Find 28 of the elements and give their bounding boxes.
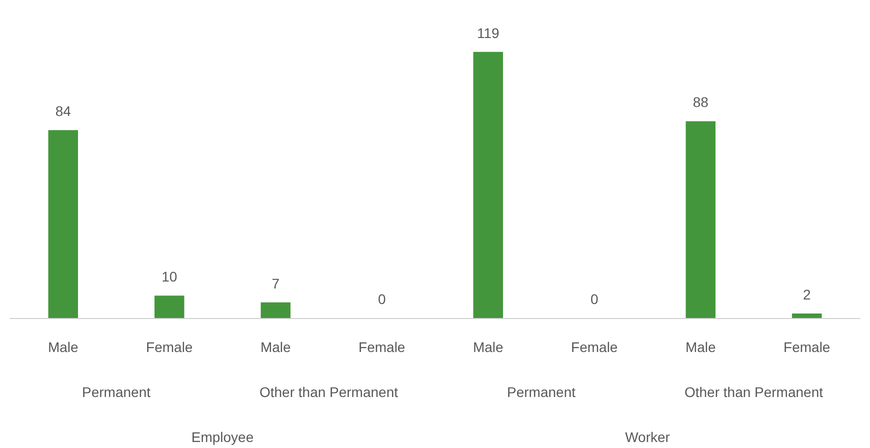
x-tick-label: Female — [146, 339, 193, 355]
text: Permanent — [82, 384, 151, 400]
bar — [686, 121, 716, 318]
text: Other than Permanent — [684, 384, 824, 400]
x-tick-label: Male — [472, 339, 504, 355]
text: Permanent — [507, 384, 576, 400]
bar — [792, 314, 822, 318]
x-tick-label: Male — [48, 339, 79, 355]
data-label: 84 — [55, 103, 72, 120]
data-label: 2 — [802, 286, 811, 303]
bar — [154, 296, 184, 318]
data-label: 7 — [272, 275, 280, 292]
data-label: 0 — [378, 291, 386, 307]
data-label: 88 — [692, 94, 709, 110]
bar — [48, 130, 78, 318]
x-tick-label: Female — [784, 339, 830, 355]
text: Other than Permanent — [259, 384, 398, 400]
data-label: 119 — [476, 24, 500, 41]
x-tick-label: Male — [260, 339, 292, 355]
x-tick-label: Female — [571, 339, 618, 355]
data-label: 10 — [162, 268, 178, 285]
x-tick-label: Female — [358, 339, 406, 355]
data-label: 0 — [590, 291, 598, 307]
text: Employee — [191, 429, 254, 445]
text: Worker — [625, 429, 670, 445]
x-tick-label: Male — [685, 339, 716, 355]
bar — [260, 302, 290, 318]
bar — [473, 52, 503, 318]
